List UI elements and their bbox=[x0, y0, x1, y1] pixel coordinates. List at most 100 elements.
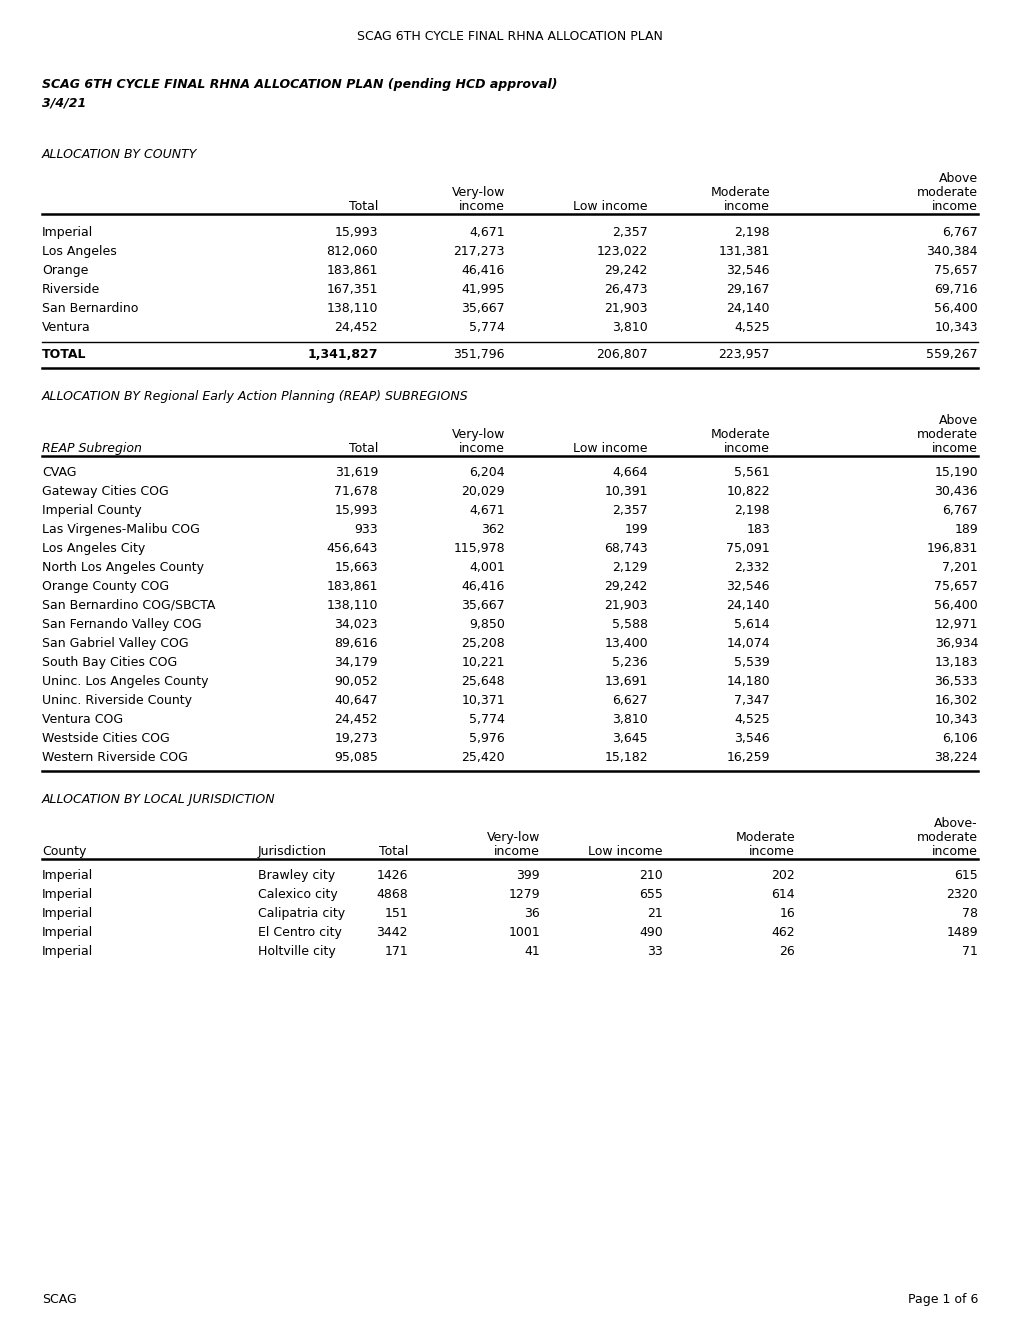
Text: 183,861: 183,861 bbox=[326, 579, 378, 593]
Text: 24,140: 24,140 bbox=[726, 302, 769, 315]
Text: 25,208: 25,208 bbox=[461, 638, 504, 649]
Text: 32,546: 32,546 bbox=[726, 264, 769, 277]
Text: 16,259: 16,259 bbox=[726, 751, 769, 764]
Text: Very-low: Very-low bbox=[486, 832, 539, 843]
Text: 183: 183 bbox=[746, 523, 769, 536]
Text: income: income bbox=[459, 442, 504, 455]
Text: 199: 199 bbox=[624, 523, 647, 536]
Text: 7,347: 7,347 bbox=[734, 694, 769, 708]
Text: 4,001: 4,001 bbox=[469, 561, 504, 574]
Text: 3,810: 3,810 bbox=[611, 321, 647, 334]
Text: Imperial: Imperial bbox=[42, 907, 93, 920]
Text: 90,052: 90,052 bbox=[334, 675, 378, 688]
Text: 123,022: 123,022 bbox=[596, 246, 647, 257]
Text: moderate: moderate bbox=[916, 186, 977, 199]
Text: Imperial: Imperial bbox=[42, 888, 93, 902]
Text: income: income bbox=[748, 845, 794, 858]
Text: 26: 26 bbox=[779, 945, 794, 958]
Text: 462: 462 bbox=[770, 927, 794, 939]
Text: 202: 202 bbox=[770, 869, 794, 882]
Text: moderate: moderate bbox=[916, 832, 977, 843]
Text: moderate: moderate bbox=[916, 428, 977, 441]
Text: 56,400: 56,400 bbox=[933, 599, 977, 612]
Text: 95,085: 95,085 bbox=[334, 751, 378, 764]
Text: 6,627: 6,627 bbox=[611, 694, 647, 708]
Text: 217,273: 217,273 bbox=[453, 246, 504, 257]
Text: 171: 171 bbox=[384, 945, 408, 958]
Text: 2,357: 2,357 bbox=[611, 226, 647, 239]
Text: San Bernardino: San Bernardino bbox=[42, 302, 139, 315]
Text: Ventura: Ventura bbox=[42, 321, 91, 334]
Text: 210: 210 bbox=[639, 869, 662, 882]
Text: 89,616: 89,616 bbox=[334, 638, 378, 649]
Text: Above: Above bbox=[937, 172, 977, 185]
Text: Calexico city: Calexico city bbox=[258, 888, 337, 902]
Text: 4,671: 4,671 bbox=[469, 226, 504, 239]
Text: 16: 16 bbox=[779, 907, 794, 920]
Text: 351,796: 351,796 bbox=[453, 348, 504, 360]
Text: 10,343: 10,343 bbox=[933, 713, 977, 726]
Text: 33: 33 bbox=[647, 945, 662, 958]
Text: Los Angeles: Los Angeles bbox=[42, 246, 116, 257]
Text: 4,664: 4,664 bbox=[611, 466, 647, 479]
Text: Above-: Above- bbox=[933, 817, 977, 830]
Text: 10,343: 10,343 bbox=[933, 321, 977, 334]
Text: Imperial: Imperial bbox=[42, 945, 93, 958]
Text: 10,371: 10,371 bbox=[461, 694, 504, 708]
Text: Total: Total bbox=[348, 201, 378, 213]
Text: Imperial: Imperial bbox=[42, 869, 93, 882]
Text: 25,420: 25,420 bbox=[461, 751, 504, 764]
Text: 12,971: 12,971 bbox=[933, 618, 977, 631]
Text: 19,273: 19,273 bbox=[334, 733, 378, 744]
Text: 16,302: 16,302 bbox=[933, 694, 977, 708]
Text: Imperial: Imperial bbox=[42, 927, 93, 939]
Text: 206,807: 206,807 bbox=[596, 348, 647, 360]
Text: Above: Above bbox=[937, 414, 977, 426]
Text: Orange: Orange bbox=[42, 264, 89, 277]
Text: 10,822: 10,822 bbox=[726, 484, 769, 498]
Text: income: income bbox=[723, 442, 769, 455]
Text: 1489: 1489 bbox=[946, 927, 977, 939]
Text: 4868: 4868 bbox=[376, 888, 408, 902]
Text: 38,224: 38,224 bbox=[933, 751, 977, 764]
Text: 2,129: 2,129 bbox=[611, 561, 647, 574]
Text: 5,539: 5,539 bbox=[734, 656, 769, 669]
Text: Las Virgenes-Malibu COG: Las Virgenes-Malibu COG bbox=[42, 523, 200, 536]
Text: 24,452: 24,452 bbox=[334, 713, 378, 726]
Text: 14,074: 14,074 bbox=[726, 638, 769, 649]
Text: 31,619: 31,619 bbox=[334, 466, 378, 479]
Text: 29,167: 29,167 bbox=[726, 282, 769, 296]
Text: 35,667: 35,667 bbox=[461, 302, 504, 315]
Text: Very-low: Very-low bbox=[451, 186, 504, 199]
Text: 15,182: 15,182 bbox=[604, 751, 647, 764]
Text: 5,774: 5,774 bbox=[469, 321, 504, 334]
Text: 2320: 2320 bbox=[946, 888, 977, 902]
Text: 559,267: 559,267 bbox=[925, 348, 977, 360]
Text: 6,204: 6,204 bbox=[469, 466, 504, 479]
Text: 340,384: 340,384 bbox=[925, 246, 977, 257]
Text: Los Angeles City: Los Angeles City bbox=[42, 543, 145, 554]
Text: SCAG: SCAG bbox=[42, 1294, 76, 1305]
Text: REAP Subregion: REAP Subregion bbox=[42, 442, 142, 455]
Text: 6,106: 6,106 bbox=[942, 733, 977, 744]
Text: 456,643: 456,643 bbox=[326, 543, 378, 554]
Text: South Bay Cities COG: South Bay Cities COG bbox=[42, 656, 177, 669]
Text: 71,678: 71,678 bbox=[334, 484, 378, 498]
Text: 1001: 1001 bbox=[507, 927, 539, 939]
Text: income: income bbox=[931, 845, 977, 858]
Text: 13,691: 13,691 bbox=[604, 675, 647, 688]
Text: 167,351: 167,351 bbox=[326, 282, 378, 296]
Text: 25,648: 25,648 bbox=[461, 675, 504, 688]
Text: SCAG 6TH CYCLE FINAL RHNA ALLOCATION PLAN (pending HCD approval): SCAG 6TH CYCLE FINAL RHNA ALLOCATION PLA… bbox=[42, 78, 557, 91]
Text: 9,850: 9,850 bbox=[469, 618, 504, 631]
Text: income: income bbox=[931, 442, 977, 455]
Text: San Gabriel Valley COG: San Gabriel Valley COG bbox=[42, 638, 189, 649]
Text: 75,091: 75,091 bbox=[726, 543, 769, 554]
Text: Westside Cities COG: Westside Cities COG bbox=[42, 733, 169, 744]
Text: 41,995: 41,995 bbox=[461, 282, 504, 296]
Text: ALLOCATION BY COUNTY: ALLOCATION BY COUNTY bbox=[42, 148, 198, 161]
Text: San Fernando Valley COG: San Fernando Valley COG bbox=[42, 618, 202, 631]
Text: 2,198: 2,198 bbox=[734, 226, 769, 239]
Text: 15,663: 15,663 bbox=[334, 561, 378, 574]
Text: 29,242: 29,242 bbox=[604, 579, 647, 593]
